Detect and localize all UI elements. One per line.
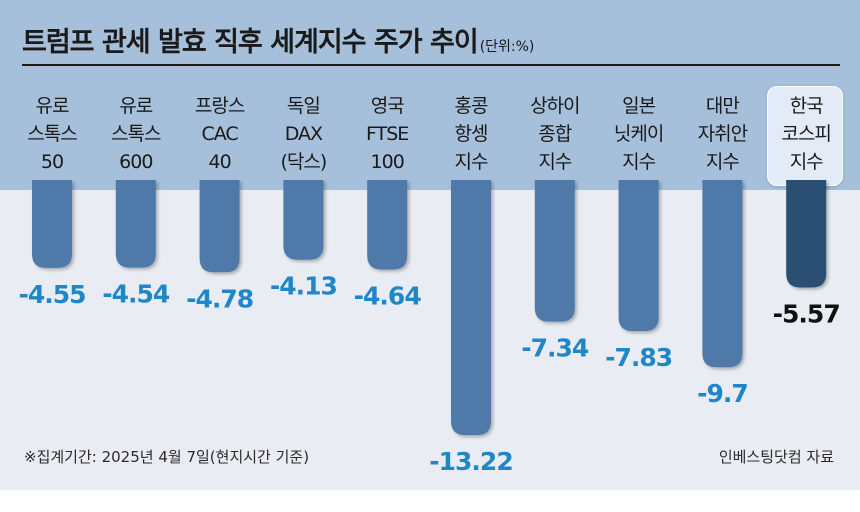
- category-label-line: 지수: [622, 151, 656, 173]
- chart-title-text: 트럼프 관세 발효 직후 세계지수 주가 추이: [22, 27, 479, 58]
- category-label-line: 40: [208, 151, 232, 173]
- source-credit: 인베스팅닷컴 자료: [718, 448, 834, 466]
- bar-4: [367, 180, 408, 270]
- bar-8: [702, 180, 743, 368]
- value-label-2: -4.78: [186, 284, 253, 313]
- category-label-line: 상하이: [530, 95, 580, 117]
- category-label-line: 100: [370, 151, 405, 173]
- category-label-line: 코스피: [781, 123, 831, 145]
- category-label-line: 종합: [538, 123, 572, 145]
- value-label-9: -5.57: [773, 300, 840, 329]
- category-label-line: 50: [40, 151, 64, 173]
- bar-5: [451, 180, 491, 436]
- value-label-0: -4.55: [18, 280, 85, 309]
- bar-0: [32, 180, 72, 268]
- header-band: [0, 0, 860, 190]
- value-label-4: -4.64: [354, 282, 422, 311]
- category-label-line: FTSE: [366, 123, 409, 145]
- category-label-line: 독일: [286, 95, 321, 117]
- category-label-line: 유로: [119, 95, 153, 117]
- bar-7: [618, 180, 659, 332]
- highlight-box: [767, 86, 843, 186]
- bar-2: [199, 180, 240, 273]
- value-label-6: -7.34: [521, 334, 589, 363]
- value-label-5: -13.22: [429, 447, 512, 476]
- infographic: 트럼프 관세 발효 직후 세계지수 주가 추이 (단위:%) 유로 스톡스 50 유로 스…: [0, 0, 860, 490]
- bar-chart: -4.55 -4.54 -4.78 -4.13 -4.64 -13.22 -7.34 -7.8…: [18, 180, 841, 476]
- category-label-line: 600: [119, 151, 153, 173]
- value-label-7: -7.83: [605, 343, 672, 372]
- bar-3: [283, 180, 324, 260]
- category-label-line: 지수: [538, 151, 572, 173]
- value-label-3: -4.13: [270, 272, 337, 301]
- category-label-line: 지수: [705, 151, 740, 173]
- category-label-line: 대만: [705, 95, 740, 117]
- category-label-line: 지수: [789, 151, 824, 173]
- category-label-line: 홍콩: [454, 95, 489, 117]
- category-label-line: 자취안: [697, 123, 748, 145]
- unit-label: (단위:%): [479, 39, 535, 55]
- category-label-4: 영국 FTSE 100: [348, 92, 426, 176]
- category-label-line: DAX: [284, 123, 323, 145]
- category-label-line: 스톡스: [111, 123, 161, 145]
- value-label-8: -9.7: [697, 379, 748, 408]
- chart-title: 트럼프 관세 발효 직후 세계지수 주가 추이 (단위:%): [22, 20, 534, 59]
- category-label-line: CAC: [201, 123, 238, 145]
- category-label-line: 스톡스: [27, 123, 77, 145]
- category-label-line: 지수: [454, 151, 489, 173]
- value-label-1: -4.54: [102, 280, 170, 309]
- footnote: ※집계기간: 2025년 4월 7일(현지시간 기준): [24, 448, 310, 466]
- category-label-2: 프랑스 CAC 40: [181, 92, 259, 176]
- category-label-line: 일본: [622, 95, 656, 117]
- title-underline: [22, 64, 840, 66]
- category-label-line: 항셍: [454, 123, 489, 145]
- category-label-line: 프랑스: [194, 95, 245, 117]
- bar-1: [115, 180, 156, 268]
- category-label-3: 독일 DAX (닥스): [264, 92, 342, 176]
- category-label-line: 한국: [789, 95, 824, 117]
- category-label-line: (닥스): [280, 151, 327, 173]
- category-label-line: 유로: [35, 95, 70, 117]
- category-label-line: 닛케이: [613, 123, 664, 145]
- category-label-line: 영국: [370, 95, 405, 117]
- bar-6: [534, 180, 575, 322]
- bar-9: [786, 180, 827, 288]
